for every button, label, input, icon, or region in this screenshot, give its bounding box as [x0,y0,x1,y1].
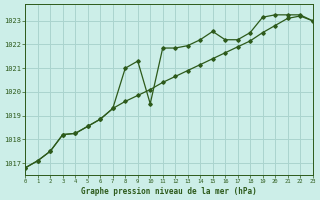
X-axis label: Graphe pression niveau de la mer (hPa): Graphe pression niveau de la mer (hPa) [81,187,257,196]
